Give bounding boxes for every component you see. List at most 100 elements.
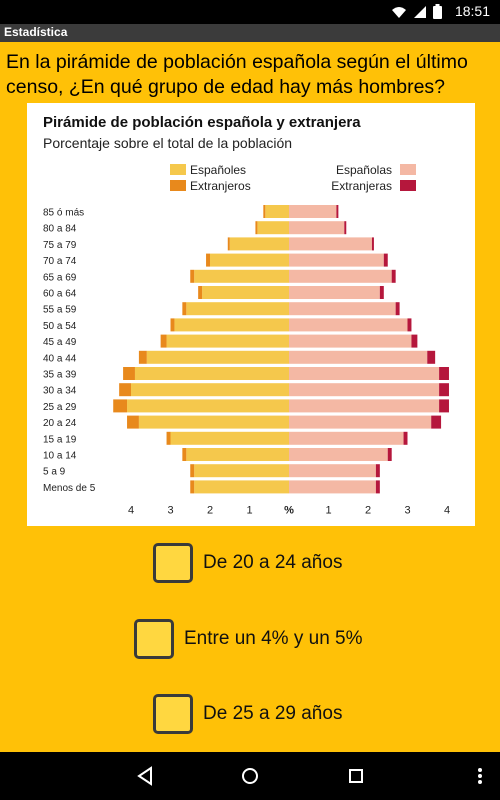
app-bar: Estadística (0, 24, 500, 42)
option-2-checkbox[interactable] (134, 619, 174, 659)
legend-label-espanolas: Españolas (336, 163, 392, 177)
bar-espanolas (289, 464, 376, 478)
x-tick-label: 1 (325, 505, 331, 517)
bar-espanolas (289, 318, 408, 332)
option-1[interactable]: De 20 a 24 años (153, 543, 342, 583)
bar-espanoles (131, 383, 289, 397)
x-tick-label: % (284, 505, 294, 517)
option-2-label: Entre un 4% y un 5% (184, 628, 363, 649)
bar-extranjeros (255, 221, 258, 235)
option-3-checkbox[interactable] (153, 694, 193, 734)
bar-extranjeros (182, 448, 187, 461)
population-pyramid-chart: Pirámide de población española y extranj… (27, 103, 475, 526)
x-tick-label: 2 (207, 505, 213, 517)
status-bar: 18:51 (0, 0, 500, 24)
bar-extranjeras (439, 367, 449, 380)
status-icons (391, 4, 442, 19)
bar-espanolas (289, 269, 392, 283)
x-tick-label: 3 (167, 505, 173, 517)
bar-espanolas (289, 480, 376, 494)
bar-extranjeras (375, 464, 380, 478)
bar-extranjeras (387, 448, 392, 461)
bar-extranjeros (206, 253, 210, 267)
bar-extranjeros (263, 205, 266, 218)
chart-bars (113, 205, 449, 494)
bar-extranjeros (227, 237, 230, 251)
category-label: 75 a 79 (43, 240, 77, 251)
bar-extranjeros (170, 318, 175, 332)
legend-swatch-extranjeras (400, 180, 416, 191)
bar-espanolas (289, 302, 396, 316)
bar-espanolas (289, 205, 337, 218)
category-label: 45 a 49 (43, 337, 77, 348)
bar-extranjeras (383, 253, 388, 267)
category-label: 55 a 59 (43, 305, 77, 316)
bar-extranjeras (403, 431, 408, 445)
category-label: Menos de 5 (43, 483, 96, 494)
bar-espanoles (229, 237, 289, 251)
x-tick-label: 4 (444, 505, 450, 517)
bar-espanoles (265, 205, 289, 218)
legend-swatch-espanoles (170, 164, 186, 175)
chart-category-labels: 85 ó más 80 a 84 75 a 79 70 a 74 65 a 69 60 a… (43, 208, 96, 494)
x-tick-label: 3 (404, 505, 410, 517)
bar-espanolas (289, 286, 380, 299)
bar-extranjeros (166, 431, 171, 445)
legend-label-extranjeras: Extranjeras (331, 179, 392, 193)
bar-extranjeros (190, 480, 195, 494)
bar-espanolas (289, 383, 440, 397)
category-label: 5 a 9 (43, 467, 66, 478)
category-label: 85 ó más (43, 208, 84, 219)
category-label: 50 a 54 (43, 321, 77, 332)
bar-extranjeros (127, 415, 139, 429)
category-label: 40 a 44 (43, 353, 77, 364)
bar-extranjeros (160, 334, 167, 348)
category-label: 35 a 39 (43, 370, 77, 381)
bar-extranjeros (123, 367, 135, 380)
chart-subtitle: Porcentaje sobre el total de la població… (43, 135, 292, 151)
bar-espanoles (170, 431, 289, 445)
category-label: 30 a 34 (43, 386, 77, 397)
bar-extranjeros (138, 350, 147, 364)
option-3-label: De 25 a 29 años (203, 703, 343, 724)
bar-espanoles (202, 286, 289, 299)
bar-espanolas (289, 448, 388, 461)
option-2[interactable]: Entre un 4% y un 5% (134, 619, 363, 659)
option-1-checkbox[interactable] (153, 543, 193, 583)
category-label: 65 a 69 (43, 272, 77, 283)
category-label: 20 a 24 (43, 418, 77, 429)
bar-extranjeras (427, 350, 436, 364)
legend-swatch-espanolas (400, 164, 416, 175)
bar-extranjeros (119, 383, 131, 397)
bar-extranjeras (371, 237, 374, 251)
chart-svg: Pirámide de población española y extranj… (43, 114, 450, 517)
bar-extranjeros (113, 399, 128, 413)
more-options-icon[interactable] (468, 764, 492, 788)
bar-extranjeras (336, 205, 339, 218)
option-1-label: De 20 a 24 años (203, 552, 343, 573)
bar-espanolas (289, 399, 440, 413)
bar-extranjeras (375, 480, 380, 494)
bar-extranjeras (411, 334, 418, 348)
bar-extranjeras (379, 286, 384, 299)
navigation-bar (0, 752, 500, 800)
back-icon[interactable] (133, 764, 157, 788)
bar-espanolas (289, 415, 432, 429)
bar-extranjeras (439, 383, 449, 397)
bar-espanoles (146, 350, 289, 364)
category-label: 25 a 29 (43, 402, 77, 413)
chart-title: Pirámide de población española y extranj… (43, 114, 361, 131)
chart-legend: Españoles Extranjeros Españolas Extranje… (170, 163, 416, 193)
bar-extranjeros (182, 302, 187, 316)
bar-espanolas (289, 237, 372, 251)
recents-icon[interactable] (344, 764, 368, 788)
bar-espanolas (289, 334, 412, 348)
legend-label-espanoles: Españoles (190, 163, 246, 177)
x-tick-label: 2 (365, 505, 371, 517)
bar-espanoles (194, 480, 289, 494)
option-3[interactable]: De 25 a 29 años (153, 694, 342, 734)
bar-espanoles (257, 221, 289, 235)
bar-espanoles (210, 253, 289, 267)
home-icon[interactable] (238, 764, 262, 788)
x-tick-label: 1 (246, 505, 252, 517)
